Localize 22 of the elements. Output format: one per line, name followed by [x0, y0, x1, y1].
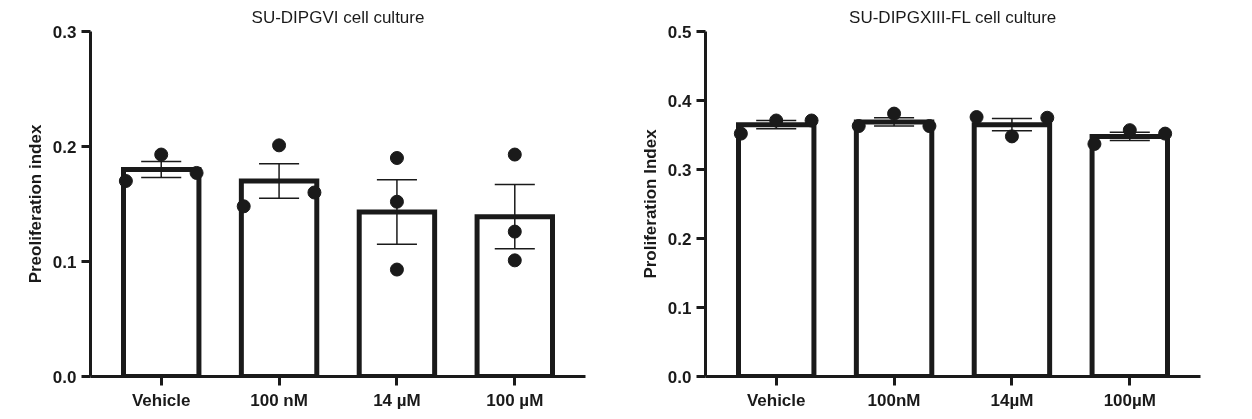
y-tick-label: 0.3 — [667, 160, 692, 180]
x-tick-label: Vehicle — [131, 390, 191, 410]
x-tick-label: 100nM — [867, 390, 921, 410]
y-tick-label: 0.0 — [52, 367, 77, 387]
y-tick-label: 0.2 — [667, 229, 692, 249]
chart-title: SU-DIPGXIII-FL cell culture — [849, 7, 1057, 27]
y-tick-label: 0.0 — [667, 367, 692, 387]
y-tick-label: 0.5 — [667, 22, 692, 42]
y-axis-title: Proliferation Index — [640, 128, 660, 279]
x-tick-label: Vehicle — [746, 390, 806, 410]
x-tick-label: 14 µM — [373, 390, 421, 410]
x-tick-label: 100 nM — [250, 390, 308, 410]
x-tick-label: 100µM — [1103, 390, 1156, 410]
y-tick-label: 0.3 — [52, 22, 77, 42]
y-axis-title: Preoliferation index — [25, 124, 45, 284]
y-tick-label: 0.1 — [667, 298, 692, 318]
x-tick-label: 100 µM — [486, 390, 544, 410]
chart-title: SU-DIPGVI cell culture — [251, 7, 425, 27]
x-tick-label: 14µM — [990, 390, 1034, 410]
y-tick-label: 0.1 — [52, 252, 77, 272]
y-tick-label: 0.2 — [52, 137, 77, 157]
y-tick-label: 0.4 — [667, 91, 693, 111]
